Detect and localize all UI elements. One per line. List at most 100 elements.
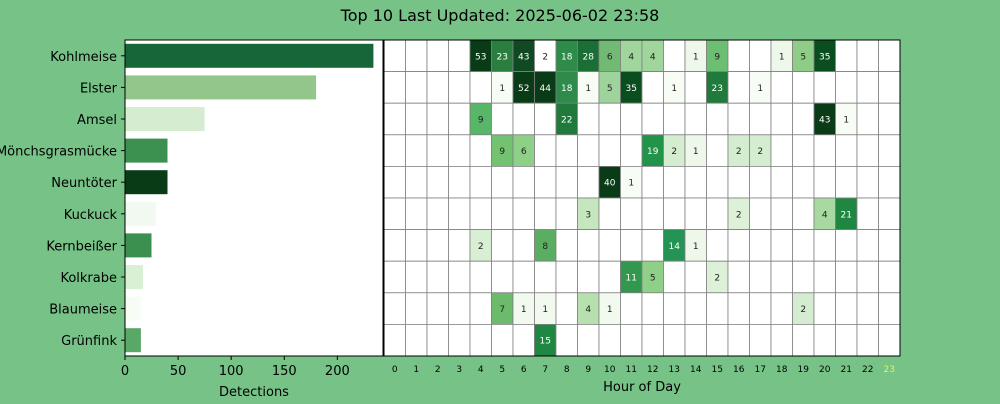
heatmap-cell [813,134,836,167]
heatmap-cell [835,165,858,199]
heatmap-cell [663,260,686,294]
bar-9 [125,328,141,353]
heatmap-cell-value: 6 [607,52,613,62]
heatmap-cell [706,229,729,262]
heatmap-cell [749,323,772,357]
heatmap-cell [727,229,750,262]
heatmap-cell [383,292,406,325]
bar-2 [125,107,205,131]
heatmap-cell-value: 4 [628,52,634,62]
heatmap-cell [469,165,492,199]
heatmap-x-tick-label: 4 [478,365,484,375]
heatmap-cell-value: 2 [757,147,763,157]
heatmap-cell [749,197,772,231]
heatmap-cell [727,39,750,73]
heatmap-cell [383,71,406,104]
heatmap-x-tick-label: 7 [542,365,548,375]
heatmap-cell [684,102,707,136]
heatmap-cell-value: 1 [607,305,613,315]
heatmap-cell [749,165,772,199]
heatmap-cell-value: 18 [561,52,573,62]
heatmap-cell-value: 11 [626,274,637,284]
heatmap-cell [383,260,406,294]
heatmap-cell [792,323,815,357]
bar-category-label: Blaumeise [49,303,117,318]
heatmap-cell [706,134,729,167]
heatmap-cell [813,229,836,262]
heatmap-cell [598,260,621,294]
heatmap-cell [426,197,449,231]
heatmap-x-tick-label: 5 [499,365,505,375]
heatmap-cell [491,102,514,136]
heatmap-cell [770,323,793,357]
heatmap-cell [727,165,750,199]
heatmap-cell [555,323,578,357]
bar-plot-frame [124,39,384,357]
heatmap-x-tick-label: 3 [456,365,462,375]
heatmap-cell [856,197,879,231]
heatmap-cell [856,260,879,294]
heatmap-cell [684,197,707,231]
heatmap-cell [684,71,707,104]
heatmap-cell [641,229,664,262]
heatmap-cell [813,292,836,325]
heatmap-cell-value: 1 [542,305,548,315]
heatmap-cell [620,229,643,262]
heatmap-cell [469,134,492,167]
heatmap-cell [491,323,514,357]
heatmap-cell [770,71,793,104]
heatmap-cell [426,71,449,104]
heatmap-cell [534,102,557,136]
heatmap-cell [577,229,600,262]
heatmap-cell [534,260,557,294]
heatmap-cell [555,229,578,262]
heatmap-cell [469,260,492,294]
heatmap-x-tick-label: 1 [413,365,419,375]
heatmap-cell [878,102,901,136]
heatmap-x-tick-label: 13 [669,365,680,375]
heatmap-cell [448,71,471,104]
heatmap-cell [792,134,815,167]
heatmap-x-tick-label: 10 [604,365,616,375]
heatmap-cell [878,134,901,167]
heatmap-cell [426,165,449,199]
heatmap-cell [770,292,793,325]
heatmap-cell [792,229,815,262]
heatmap-cell [641,197,664,231]
heatmap-cell [727,323,750,357]
heatmap-cell [749,292,772,325]
heatmap-cell [706,292,729,325]
heatmap-cell [684,323,707,357]
bar-x-tick-label: 100 [219,364,244,379]
bar-1 [125,75,317,100]
heatmap-cell [555,165,578,199]
heatmap-cell [512,260,535,294]
heatmap-x-tick-label: 8 [564,365,570,375]
heatmap-cell [878,229,901,262]
heatmap-cell-value: 28 [583,52,595,62]
heatmap-cell-value: 1 [628,179,634,189]
heatmap-cell [555,197,578,231]
heatmap-cell [620,102,643,136]
heatmap-cell [469,197,492,231]
bar-8 [125,296,141,321]
heatmap-cell [620,134,643,167]
heatmap-cell [770,197,793,231]
heatmap-cell [383,229,406,262]
heatmap-cell-value: 2 [800,305,806,315]
heatmap-cell-value: 5 [650,274,656,284]
heatmap-panel: 53 23 43 2 18 28 6 4 4 1 9 1 5 351 52 44 18 1 5 35 1 23 19 22 43… [383,39,901,375]
heatmap-cell [684,165,707,199]
heatmap-cell [878,165,901,199]
heatmap-cell [491,165,514,199]
heatmap-x-tick-label: 21 [841,365,852,375]
heatmap-cell [383,165,406,199]
bar-5 [125,201,156,226]
heatmap-cell [383,134,406,167]
heatmap-cell [426,260,449,294]
heatmap-cell [491,229,514,262]
heatmap-cell [792,260,815,294]
bar-panel: Kohlmeise Elster Amsel Mönchsgrasmücke Neunt… [0,39,384,379]
heatmap-cell-value: 4 [650,52,656,62]
heatmap-cell-value: 9 [478,116,484,126]
